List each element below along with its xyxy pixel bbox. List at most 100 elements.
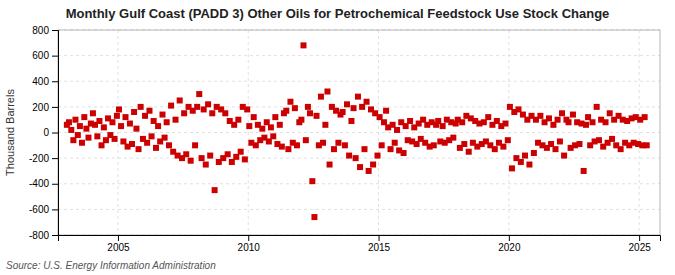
point <box>131 109 137 115</box>
point <box>120 138 126 144</box>
point <box>309 178 315 184</box>
point <box>136 146 142 152</box>
y-axis-tick-label: 600 <box>32 50 49 61</box>
point <box>390 122 396 128</box>
x-axis-tick-label: 2020 <box>498 242 521 253</box>
point <box>407 118 413 124</box>
y-axis-tick-label: -800 <box>29 230 49 241</box>
x-axis-tick-label: 2005 <box>107 242 130 253</box>
grid-line-x <box>508 30 509 235</box>
point <box>242 156 248 162</box>
point <box>502 121 508 127</box>
point <box>68 127 74 133</box>
points <box>64 42 650 220</box>
point <box>642 114 648 120</box>
point <box>298 117 304 123</box>
y-axis-tick-label: 800 <box>32 25 49 36</box>
x-axis-tick: 2005 <box>107 235 130 253</box>
point <box>355 94 361 100</box>
y-axis-tick-line <box>52 107 58 108</box>
point <box>266 138 272 144</box>
point <box>590 119 596 125</box>
point <box>177 97 183 103</box>
point <box>353 155 359 161</box>
point <box>327 162 333 168</box>
point <box>96 118 102 124</box>
point <box>375 153 381 159</box>
point <box>342 142 348 148</box>
point <box>583 122 589 128</box>
point <box>518 159 524 165</box>
point <box>209 110 215 116</box>
point <box>552 146 558 152</box>
point <box>361 146 367 152</box>
y-axis-label: Thousand Barrels <box>4 89 16 176</box>
point <box>492 146 498 152</box>
point <box>285 146 291 152</box>
point <box>264 119 270 125</box>
point <box>164 119 170 125</box>
x-axis-tick: 2025 <box>629 235 652 253</box>
point <box>287 99 293 105</box>
grid-line-y <box>58 158 660 159</box>
point <box>307 110 313 116</box>
point <box>340 109 346 115</box>
point <box>526 162 532 168</box>
point <box>364 99 370 105</box>
point <box>320 140 326 146</box>
point <box>188 158 194 164</box>
point <box>153 145 159 151</box>
y-axis-tick: 400 <box>32 76 58 87</box>
point <box>279 144 285 150</box>
point <box>383 108 389 114</box>
point <box>603 119 609 125</box>
point <box>151 118 157 124</box>
x-axis-tick-line <box>379 235 380 241</box>
point <box>81 114 87 120</box>
y-axis-tick: -800 <box>29 230 58 241</box>
point <box>90 110 96 116</box>
y-axis-tick-line <box>52 30 58 31</box>
point <box>507 104 513 110</box>
point <box>505 137 511 143</box>
point <box>207 153 213 159</box>
point <box>576 141 582 147</box>
point <box>431 142 437 148</box>
x-axis-tick: 2010 <box>238 235 261 253</box>
point <box>392 140 398 146</box>
point <box>531 150 537 156</box>
x-axis-domain <box>59 236 661 242</box>
grid-line-y <box>58 132 660 133</box>
point <box>270 133 276 139</box>
point <box>546 115 552 121</box>
point <box>259 126 265 132</box>
point <box>394 127 400 133</box>
point <box>272 114 278 120</box>
point <box>331 146 337 152</box>
point <box>160 112 166 118</box>
x-axis: 2005 2010 2015 2020 2025 <box>59 235 661 253</box>
x-axis-tick: 2015 <box>368 235 391 253</box>
point <box>199 155 205 161</box>
point <box>109 119 115 125</box>
chart: Monthly Gulf Coast (PADD 3) Other Oils f… <box>0 0 675 275</box>
y-axis-tick-label: 200 <box>32 102 49 113</box>
grid-line-y <box>58 106 660 107</box>
point <box>537 113 543 119</box>
point <box>114 113 120 119</box>
point <box>459 119 465 125</box>
point <box>494 118 500 124</box>
y-axis-tick-label: -200 <box>29 153 49 164</box>
point <box>461 141 467 147</box>
point <box>318 94 324 100</box>
point <box>370 162 376 168</box>
y-axis-tick-label: -400 <box>29 178 49 189</box>
x-axis-tick-label: 2010 <box>238 242 261 253</box>
y-axis-tick-line <box>52 209 58 210</box>
x-axis-tick-line <box>509 235 510 241</box>
point <box>103 137 109 143</box>
y-axis: -800-600-400-2000200400600800 <box>29 25 59 241</box>
point <box>253 142 259 148</box>
y-axis-tick-label: 400 <box>32 76 49 87</box>
point <box>420 117 426 123</box>
